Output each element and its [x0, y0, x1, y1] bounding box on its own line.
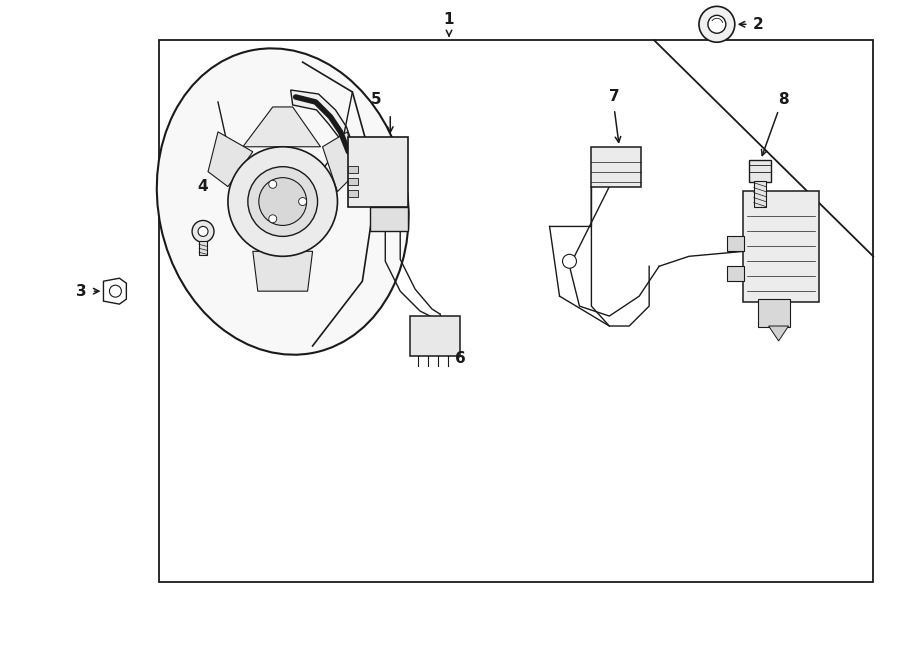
Bar: [753, 180, 766, 206]
Circle shape: [269, 180, 276, 188]
Bar: [199, 241, 207, 255]
Bar: [348, 137, 409, 206]
Polygon shape: [769, 326, 788, 341]
Bar: [410, 316, 460, 356]
Circle shape: [299, 198, 307, 206]
Circle shape: [192, 221, 214, 243]
Bar: [727, 237, 743, 251]
Bar: [727, 266, 743, 281]
FancyBboxPatch shape: [758, 299, 789, 327]
Bar: [370, 206, 409, 231]
Text: 7: 7: [609, 89, 619, 104]
Text: 8: 8: [778, 92, 789, 107]
Ellipse shape: [157, 48, 409, 355]
Polygon shape: [208, 132, 253, 186]
Bar: [348, 190, 358, 196]
Text: 6: 6: [454, 351, 465, 366]
Polygon shape: [253, 251, 312, 291]
Polygon shape: [243, 107, 320, 147]
Text: 3: 3: [76, 284, 86, 299]
Bar: [348, 166, 358, 173]
Circle shape: [228, 147, 338, 256]
Circle shape: [248, 167, 318, 237]
Polygon shape: [291, 90, 355, 158]
Bar: [159, 40, 873, 582]
Circle shape: [259, 178, 307, 225]
Circle shape: [110, 285, 122, 297]
Polygon shape: [104, 278, 126, 304]
Circle shape: [562, 254, 577, 268]
Circle shape: [198, 227, 208, 237]
Text: 1: 1: [444, 13, 454, 27]
Circle shape: [708, 15, 725, 33]
Bar: [348, 178, 358, 184]
Text: 5: 5: [371, 92, 382, 107]
FancyBboxPatch shape: [742, 190, 819, 302]
Text: 2: 2: [752, 17, 763, 32]
Bar: [749, 160, 770, 182]
Text: 4: 4: [198, 178, 209, 194]
Bar: [591, 147, 641, 186]
Circle shape: [269, 215, 276, 223]
Polygon shape: [322, 132, 357, 192]
Circle shape: [699, 7, 734, 42]
